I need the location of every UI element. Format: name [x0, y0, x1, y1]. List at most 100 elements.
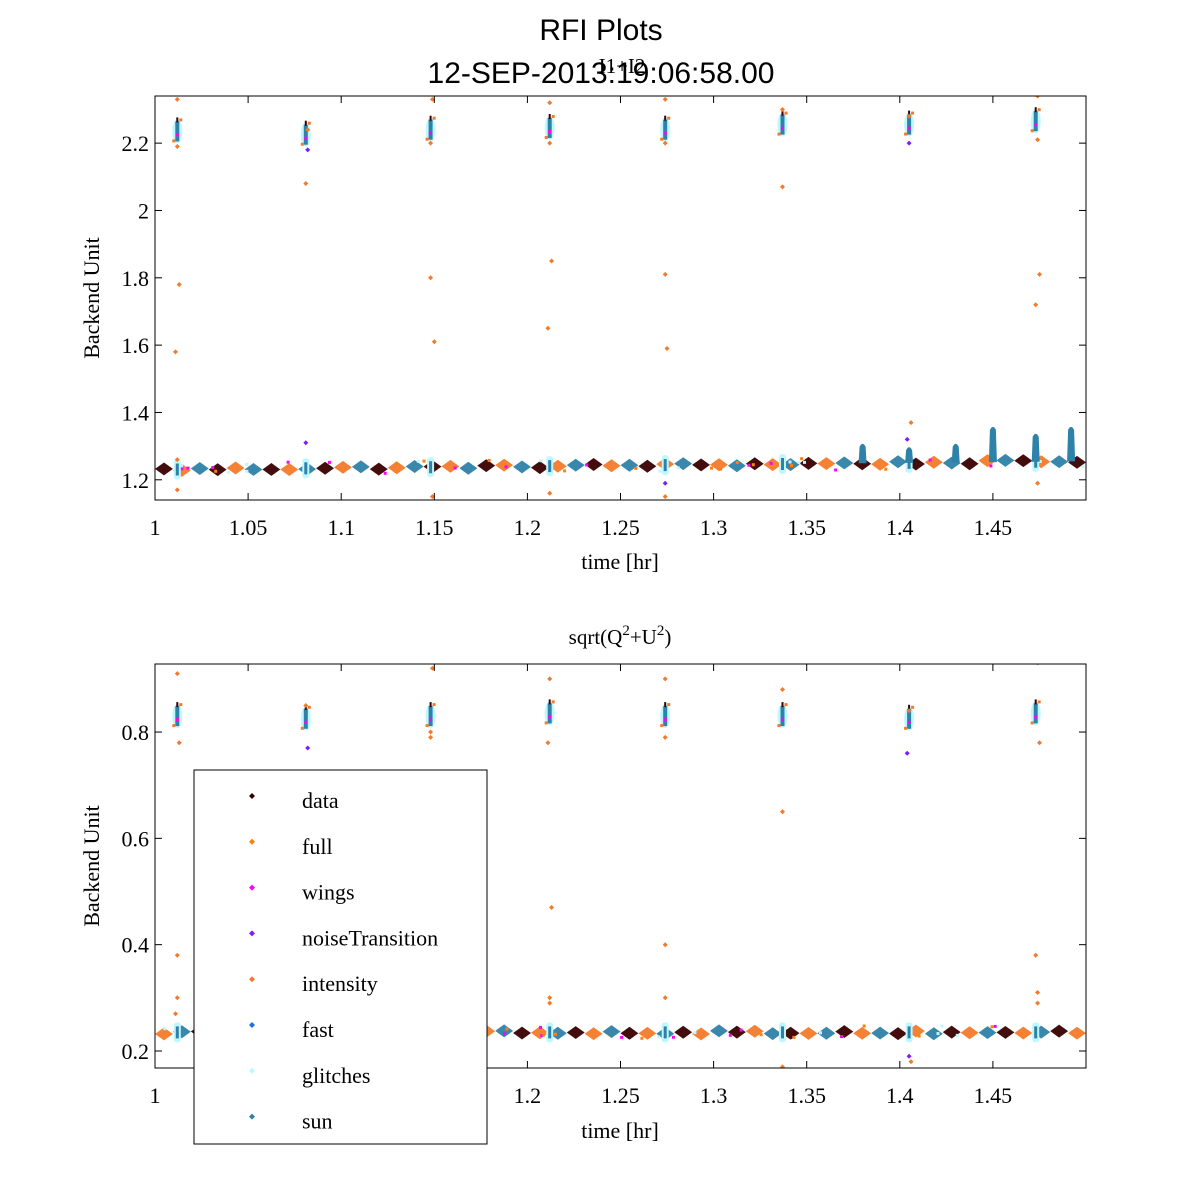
baseline-point-glitches [936, 1032, 940, 1036]
legend-marker [249, 884, 255, 891]
x-tick-label: 1 [150, 515, 161, 540]
intensity-outlier [547, 100, 553, 106]
baseline-segment-intensity [531, 1026, 549, 1040]
cluster-sun [1033, 111, 1038, 132]
baseline-segment-data [316, 461, 334, 475]
baseline-segment-intensity [960, 1026, 979, 1040]
intensity-outlier [662, 995, 668, 1001]
baseline-segment-data [960, 457, 979, 471]
baseline-segment-data [835, 1025, 854, 1038]
cluster-wings [781, 126, 784, 130]
y-tick-label: 1.4 [122, 400, 150, 425]
intensity-outlier [1033, 952, 1039, 958]
baseline-segment-intensity [745, 1024, 764, 1038]
x-tick-label: 1.25 [601, 1083, 640, 1108]
intensity-outlier [174, 952, 180, 958]
baseline-segment-sun [1050, 455, 1069, 469]
y-tick-label: 0.8 [122, 720, 150, 745]
x-tick-label: 1.2 [514, 515, 542, 540]
baseline-segment-sun [495, 1024, 514, 1038]
cluster-intensity [660, 724, 664, 728]
baseline-segment-intensity [548, 459, 567, 473]
baseline-segment-sun [548, 1026, 567, 1040]
cluster-data [429, 702, 432, 708]
cluster-intensity [667, 116, 671, 120]
intensity-outlier [780, 1064, 785, 1068]
baseline-point-glitches [940, 1024, 944, 1028]
legend-item: sun [249, 1109, 333, 1134]
baseline-segment-sun [978, 1026, 997, 1039]
baseline-point-wings [328, 460, 331, 464]
baseline-segment-intensity [1014, 1026, 1033, 1040]
legend-marker [249, 1067, 255, 1074]
baseline-point-full [862, 1024, 866, 1028]
baseline-point-wings [383, 471, 387, 475]
panel-bottom-xlabel: time [hr] [581, 1118, 659, 1143]
calibration-cluster [300, 120, 311, 147]
baseline-segment-sun [996, 453, 1015, 467]
baseline-point-wings [180, 467, 184, 471]
legend-label: full [302, 834, 333, 859]
intensity-outlier [780, 687, 785, 692]
baseline-segment-sun [172, 1025, 191, 1039]
legend-marker [249, 976, 255, 983]
baseline-segment-intensity [584, 1027, 603, 1041]
intensity-outlier [428, 275, 434, 281]
legend-item: noiseTransition [249, 925, 438, 950]
legend-marker [249, 1022, 255, 1028]
baseline-cal-core [429, 461, 433, 474]
sun-burst [1067, 426, 1076, 462]
cluster-wings [175, 133, 179, 137]
cluster-sun [663, 119, 668, 140]
cluster-intensity [904, 726, 908, 730]
baseline-segment-data [513, 1026, 531, 1040]
panel-top-title: I1+I2 [599, 54, 646, 78]
baseline-segment-sun [817, 1026, 836, 1040]
baseline-segment-data [889, 1027, 907, 1041]
baseline-segment-intensity [799, 1027, 818, 1040]
baseline-point-glitches [657, 1035, 661, 1039]
baseline-segment-intensity [226, 461, 245, 475]
baseline-segment-data [584, 458, 603, 471]
baseline-point-full [990, 1025, 994, 1029]
y-tick-label: 0.6 [122, 826, 150, 851]
baseline-point-full [395, 462, 399, 466]
cluster-intensity [660, 137, 664, 141]
cluster-sun [1033, 703, 1038, 724]
cluster-wings [548, 715, 552, 719]
baseline-point-wings [504, 465, 508, 469]
intensity-outlier [428, 729, 434, 735]
baseline-segment-sun [351, 460, 370, 474]
baseline-segment-intensity [853, 1026, 872, 1040]
baseline-segment-intensity [692, 1027, 710, 1041]
cluster-intensity [307, 121, 311, 125]
x-tick-label: 1.15 [415, 515, 454, 540]
cluster-data [548, 699, 551, 705]
panel-bottom-ylabel: Backend Unit [79, 805, 104, 927]
intensity-outlier [1036, 664, 1039, 666]
baseline-point-wings [503, 1032, 506, 1036]
cluster-intensity [551, 700, 555, 704]
baseline-segment-sun [190, 462, 209, 475]
calibration-cluster [172, 117, 183, 144]
figure-title-line1: RFI Plots [539, 14, 662, 47]
intensity-outlier [174, 144, 180, 149]
baseline-segment-intensity [817, 457, 836, 470]
cluster-intensity [307, 705, 311, 709]
baseline-point-full [422, 459, 426, 463]
cluster-wings [907, 720, 911, 724]
baseline-segment-data [531, 461, 549, 475]
cluster-intensity [551, 115, 555, 118]
baseline-cal-core [548, 460, 552, 473]
intensity-outlier [662, 734, 668, 740]
y-tick-label: 1.2 [122, 468, 150, 493]
intensity-outlier [906, 113, 912, 119]
legend-marker [249, 1113, 255, 1120]
baseline-point-full [719, 467, 722, 471]
intensity-outlier [429, 96, 435, 102]
intensity-outlier [1033, 302, 1039, 308]
baseline-segment-data [1014, 454, 1033, 468]
x-tick-label: 1.4 [886, 515, 914, 540]
baseline-point-wings [539, 1025, 542, 1029]
baseline-point-glitches [955, 1033, 959, 1037]
